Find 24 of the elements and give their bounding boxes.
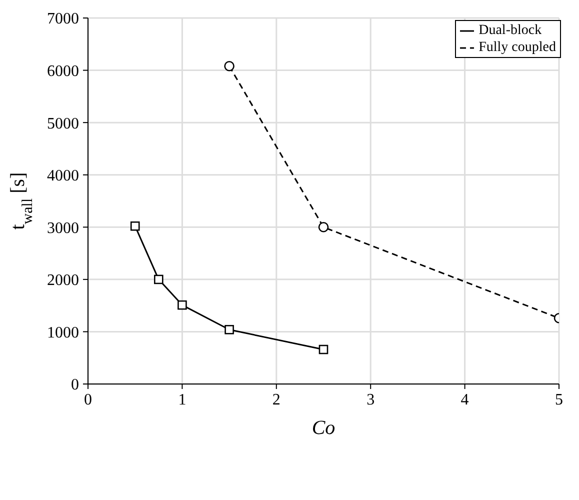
y-tick-label: 4000 xyxy=(47,168,79,185)
point xyxy=(178,300,187,310)
x-tick-label: 3 xyxy=(366,391,375,408)
y-tick-label: 7000 xyxy=(47,10,79,28)
point xyxy=(224,60,234,72)
y-tick-label: 3000 xyxy=(47,220,79,237)
point xyxy=(130,221,140,231)
y-tick-label: 6000 xyxy=(47,62,79,80)
legend-label: Fully coupled xyxy=(478,39,556,56)
y-tick-label: 0 xyxy=(71,376,79,394)
x-tick-label: 4 xyxy=(460,391,469,408)
point xyxy=(318,222,329,232)
y-tick-label: 1000 xyxy=(47,324,79,342)
y-tick-label: 5000 xyxy=(47,115,79,132)
x-axis-title: Co xyxy=(312,417,336,439)
point xyxy=(318,344,328,354)
x-tick-label: 5 xyxy=(555,391,563,408)
x-tick-label: 2 xyxy=(272,391,280,408)
x-tick-label: 0 xyxy=(84,391,92,408)
x-tick-label: 1 xyxy=(178,391,186,408)
point xyxy=(154,274,164,284)
legend-label: Dual-block xyxy=(478,22,542,39)
y-tick-label: 2000 xyxy=(47,272,79,290)
point xyxy=(224,324,234,334)
